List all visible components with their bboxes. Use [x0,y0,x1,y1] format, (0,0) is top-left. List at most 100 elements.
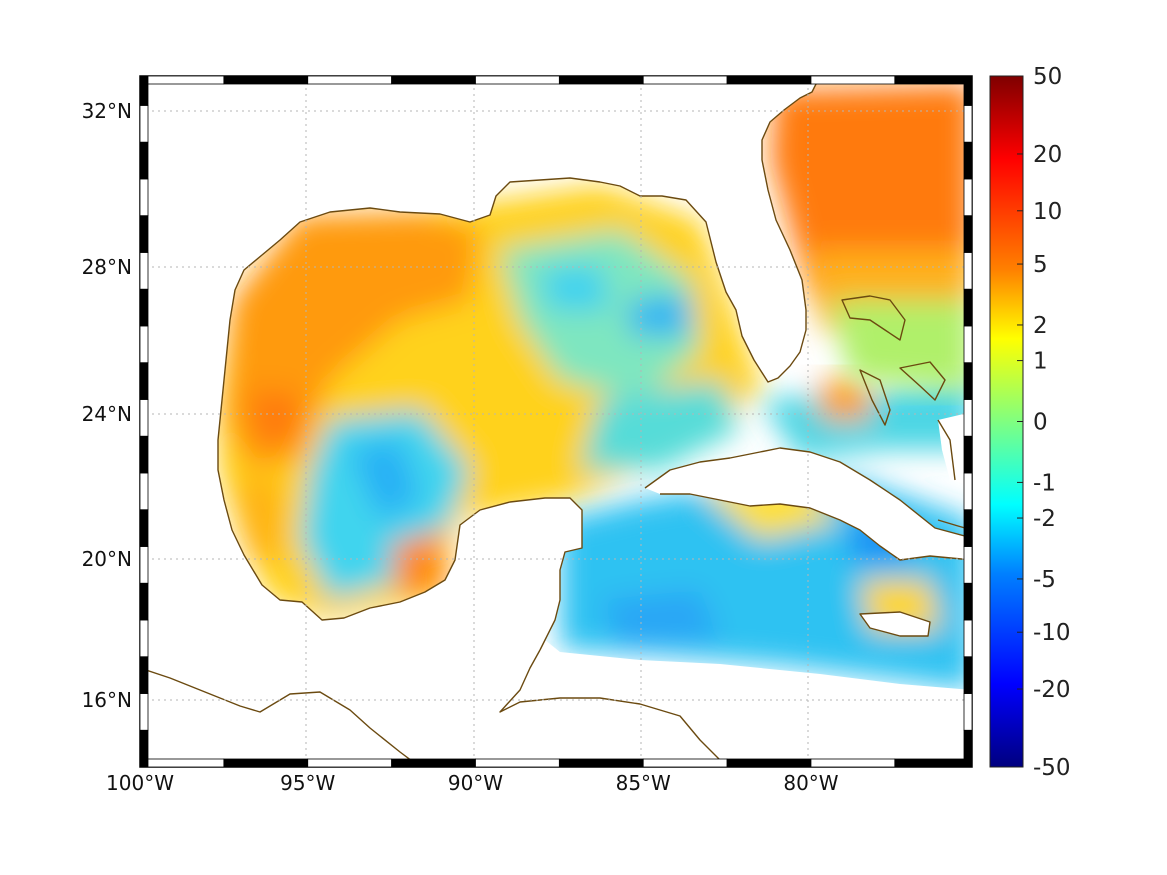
latitude-tick-label: 20°N [82,547,132,571]
frame-segment-right [963,435,973,474]
frame-segment-right [963,215,973,253]
frame-segment-right [963,105,973,143]
colorbar-tick-label: -1 [1033,470,1056,496]
frame-segment-right [963,399,973,437]
longitude-tick-label: 85°W [616,771,671,795]
colorbar-tick-label: 0 [1033,410,1048,436]
frame-segment-bottom [642,758,728,768]
frame-segment-left [139,399,149,437]
frame-segment-right [963,509,973,547]
colorbar-tick-label: 5 [1033,252,1048,278]
colorbar-tick-label: 1 [1033,349,1048,375]
longitude-tick-label: 90°W [448,771,503,795]
frame-segment-bottom [558,758,644,768]
frame-segment-top [475,75,560,85]
frame-segment-right [963,362,973,400]
belize-honduras-coastline [499,649,721,761]
frame-segment-bottom [475,758,560,768]
gridlines [140,76,972,767]
longitude-tick-labels: 100°W 95°W 90°W 85°W 80°W [106,771,839,795]
caribbean-field [560,380,972,690]
frame-segment-left [139,546,149,584]
colorbar-tick-label: 20 [1033,142,1062,168]
frame-segment-left [139,582,149,621]
frame-segment-top [642,75,728,85]
frame-segment-right [963,472,973,511]
frame-segment-left [139,141,149,180]
frame-segment-bottom [223,758,309,768]
frame-segment-top [391,75,476,85]
central-america-coastline [140,667,421,767]
plot-area [140,76,972,767]
frame-segment-right [963,252,973,290]
longitude-tick-label: 95°W [280,771,335,795]
frame-segment-bottom [726,758,812,768]
land-masks [140,76,972,767]
frame-segment-left [139,75,149,106]
frame-segment-right [963,619,973,658]
colorbar-tick-label: -20 [1033,677,1071,703]
frame-segment-right [963,141,973,180]
latitude-tick-label: 28°N [82,255,132,279]
us-gulf-coastline [217,76,821,651]
colorbar-tick-label: 2 [1033,313,1048,339]
coastlines [140,76,972,767]
atlantic-field [770,84,972,390]
frame-segment-top [726,75,812,85]
frame-segment-top [894,75,973,85]
cuba-coastline [644,447,972,539]
frame-segment-left [139,693,149,731]
bahamas-islands [859,361,956,481]
frame-segment-right [963,325,973,364]
colorbar-tick-label: -2 [1033,506,1056,532]
frame-segment-right [963,75,973,106]
colorbar-tick-label: -10 [1033,620,1071,646]
map-frame [139,75,973,768]
longitude-tick-label: 100°W [106,771,174,795]
longitude-tick-label: 80°W [783,771,838,795]
frame-segment-right [963,656,973,694]
frame-segment-left [139,215,149,253]
frame-segment-left [139,656,149,694]
frame-segment-left [139,325,149,364]
frame-segment-bottom [391,758,476,768]
latitude-tick-labels: 32°N 28°N 24°N 20°N 16°N [82,99,132,712]
latitude-tick-label: 32°N [82,99,132,123]
frame-segment-right [963,288,973,327]
frame-segment-left [139,472,149,511]
bahamas-coastline [841,295,906,341]
gulf-field [218,185,762,620]
frame-segment-left [139,729,149,768]
frame-segment-bottom [894,758,973,768]
frame-segment-right [963,546,973,584]
frame-segment-top [223,75,309,85]
cuba-south-coastline [660,493,972,561]
frame-segment-bottom [810,758,896,768]
colorbar-tick-label: 10 [1033,199,1062,225]
frame-segment-left [139,362,149,400]
frame-segment-right [963,178,973,217]
frame-segment-top [307,75,393,85]
frame-segment-bottom [139,758,225,768]
frame-segment-top [810,75,896,85]
latitude-tick-label: 16°N [82,688,132,712]
frame-segment-left [139,509,149,547]
colorbar-tick-label: -5 [1033,567,1056,593]
jamaica-coastline [859,611,931,637]
frame-segment-right [963,729,973,768]
frame-segment-left [139,288,149,327]
frame-segment-left [139,105,149,143]
frame-segment-left [139,178,149,217]
colorbar-tick-label: -50 [1033,755,1071,781]
frame-segment-left [139,252,149,290]
colorbar-tick-label: 50 [1033,64,1062,90]
latitude-tick-label: 24°N [82,402,132,426]
frame-segment-bottom [307,758,393,768]
frame-segment-right [963,693,973,731]
frame-segment-top [139,75,225,85]
frame-segment-right [963,582,973,621]
frame-segment-left [139,619,149,658]
